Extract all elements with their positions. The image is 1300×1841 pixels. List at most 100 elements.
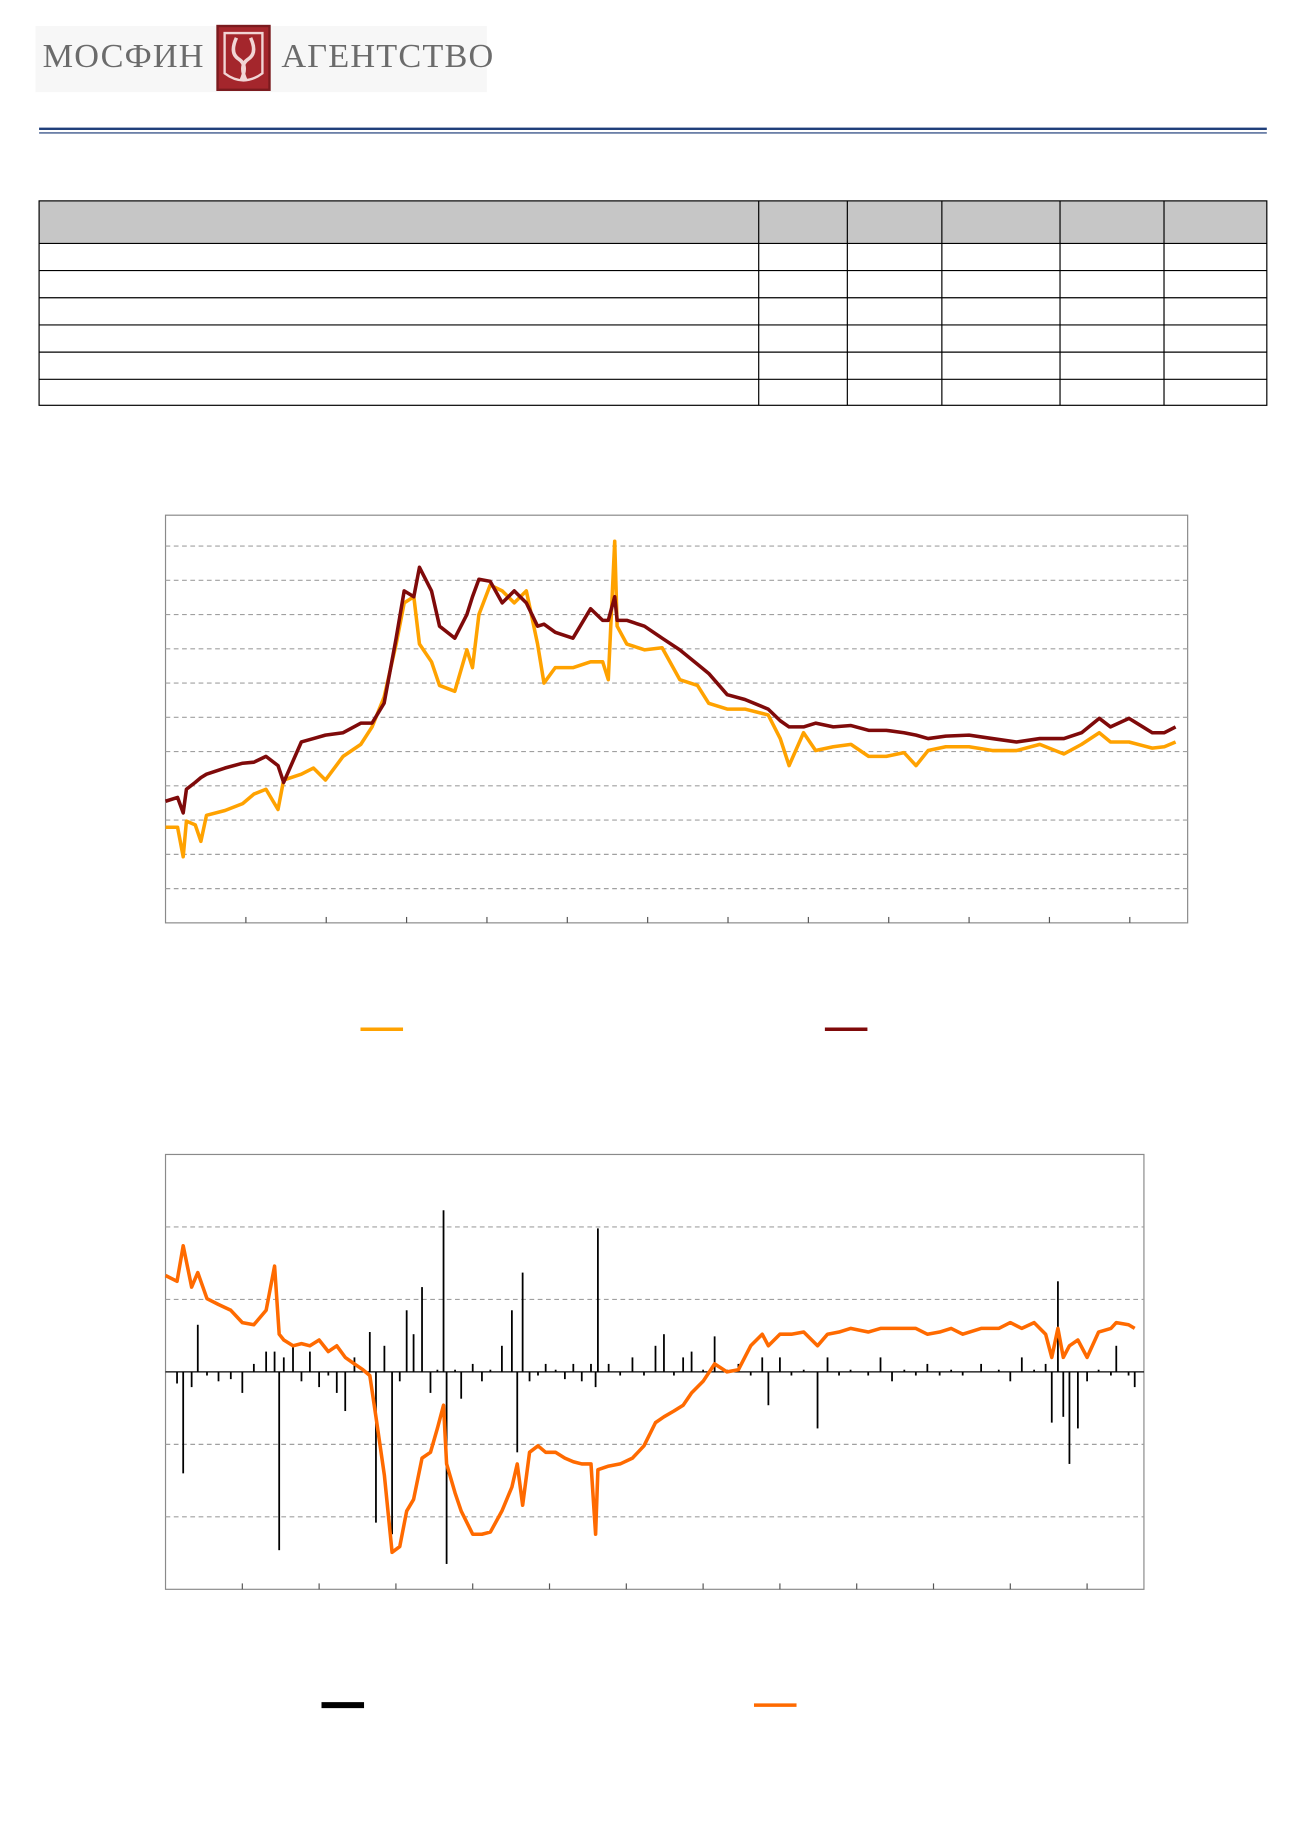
bar	[594, 1371, 597, 1388]
bar	[405, 1310, 408, 1372]
bar	[903, 1369, 906, 1372]
bar	[950, 1369, 953, 1372]
data-line	[164, 565, 1177, 815]
bar	[654, 1345, 657, 1372]
header-rule	[39, 127, 1267, 130]
bar	[318, 1371, 321, 1388]
bar	[265, 1351, 268, 1372]
bar	[663, 1334, 665, 1372]
logo: МОСФИН АГЕНТСТВО	[35, 24, 494, 93]
bar	[278, 1371, 281, 1551]
bar	[1050, 1371, 1053, 1423]
bar	[252, 1363, 255, 1372]
bar	[300, 1371, 303, 1382]
logo-emblem-sign	[231, 37, 256, 82]
bar	[241, 1371, 244, 1393]
plot-area	[164, 514, 1189, 924]
bar	[1057, 1281, 1059, 1372]
bar	[961, 1371, 964, 1376]
bar	[1133, 1371, 1136, 1388]
bar	[429, 1371, 432, 1393]
bar	[597, 1228, 599, 1372]
bar	[375, 1371, 377, 1523]
bar	[335, 1371, 338, 1393]
bar	[528, 1371, 531, 1382]
bar	[563, 1371, 566, 1380]
bar	[619, 1371, 622, 1376]
bar	[631, 1357, 634, 1372]
data-line	[165, 539, 1177, 859]
bar	[690, 1351, 693, 1372]
bar	[460, 1371, 463, 1399]
bar	[273, 1351, 276, 1372]
bar	[938, 1371, 941, 1376]
bar	[398, 1371, 401, 1382]
bar	[176, 1371, 178, 1384]
bar	[510, 1310, 513, 1372]
bar	[516, 1371, 519, 1453]
bar	[997, 1369, 1000, 1372]
bar	[327, 1371, 330, 1376]
bar	[879, 1357, 882, 1372]
bar	[196, 1324, 199, 1372]
bar	[229, 1371, 232, 1380]
bar	[206, 1371, 208, 1376]
bar	[779, 1357, 781, 1372]
bar	[537, 1371, 539, 1376]
bar	[713, 1336, 716, 1372]
table-border	[38, 200, 1268, 406]
bar	[436, 1369, 439, 1372]
logo-right-text: АГЕНТСТВО	[281, 37, 494, 75]
bar	[702, 1369, 704, 1372]
bar	[442, 1210, 445, 1372]
bar	[471, 1363, 474, 1372]
bar	[1044, 1363, 1047, 1372]
bar	[838, 1371, 840, 1376]
bar	[580, 1371, 583, 1382]
bar	[761, 1357, 764, 1372]
bar	[749, 1371, 752, 1376]
logo-left-text: МОСФИН	[43, 37, 205, 75]
bar	[643, 1371, 645, 1376]
bar	[344, 1371, 347, 1412]
bar	[790, 1371, 793, 1376]
bar	[412, 1334, 415, 1372]
table-header	[39, 200, 1267, 244]
bar	[391, 1371, 393, 1535]
bar	[1020, 1357, 1023, 1372]
bar	[802, 1369, 805, 1372]
bar	[1086, 1371, 1088, 1382]
bar	[182, 1371, 185, 1474]
bar	[607, 1363, 610, 1372]
bar	[383, 1345, 386, 1372]
bar	[481, 1371, 483, 1382]
bar	[454, 1369, 456, 1372]
bar	[682, 1357, 685, 1372]
bar	[1076, 1371, 1079, 1429]
bar	[816, 1371, 819, 1429]
bar	[572, 1363, 575, 1372]
bar	[554, 1369, 557, 1372]
bar	[217, 1371, 220, 1382]
header-rule	[39, 132, 1267, 134]
bar	[292, 1345, 294, 1372]
data-line	[164, 1244, 1136, 1555]
bar	[891, 1371, 893, 1382]
table	[38, 200, 1268, 406]
bar	[521, 1272, 524, 1372]
bar	[1062, 1371, 1065, 1417]
bar	[501, 1345, 503, 1372]
bar	[190, 1371, 193, 1388]
bar	[826, 1357, 829, 1372]
bar	[1097, 1369, 1100, 1372]
bar	[849, 1369, 852, 1372]
bar	[1115, 1345, 1118, 1372]
bar	[368, 1332, 371, 1372]
bar	[767, 1371, 770, 1406]
bar	[489, 1369, 492, 1372]
bar	[1068, 1371, 1071, 1464]
bar	[544, 1363, 547, 1372]
bar	[282, 1357, 285, 1372]
bar	[673, 1371, 675, 1376]
